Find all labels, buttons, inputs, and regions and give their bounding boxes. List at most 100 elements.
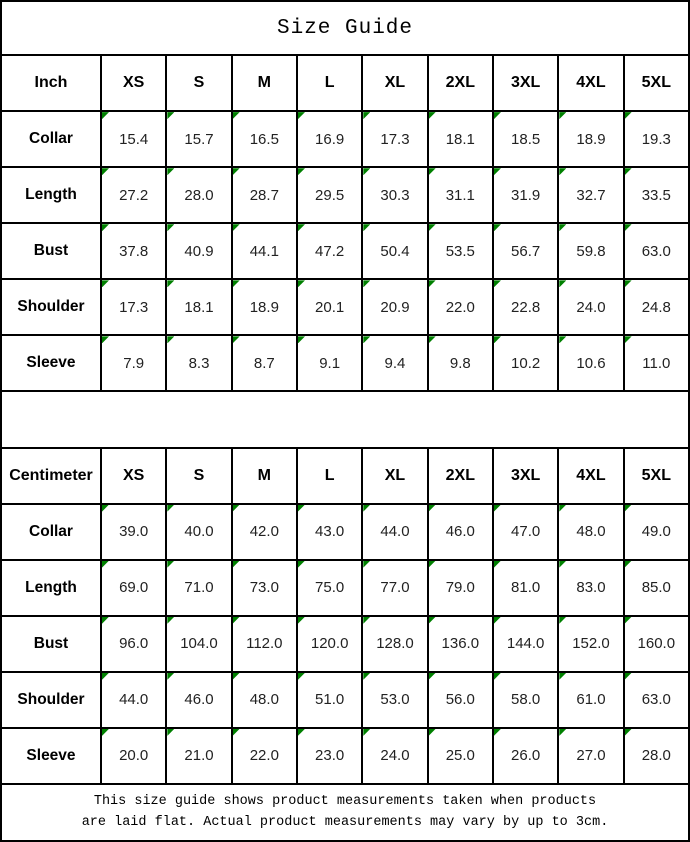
size-value: 20.9 <box>380 298 410 316</box>
size-value-cell: 81.0 <box>491 558 560 617</box>
size-column-header: 5XL <box>622 446 690 505</box>
cell-corner-flag-icon <box>364 729 371 736</box>
size-value-cell: 10.6 <box>557 334 625 393</box>
measurement-row-label: Sleeve <box>0 334 102 393</box>
size-value-cell: 10.2 <box>491 334 560 393</box>
cell-corner-flag-icon <box>168 617 175 624</box>
cell-corner-flag-icon <box>429 617 436 624</box>
size-value: 160.0 <box>637 635 676 653</box>
cell-corner-flag-icon <box>364 673 371 680</box>
size-value-cell: 23.0 <box>295 726 364 785</box>
size-value: 43.0 <box>315 523 345 541</box>
size-column-header: 2XL <box>426 446 494 505</box>
size-value-cell: 71.0 <box>165 558 233 617</box>
size-value-cell: 9.4 <box>361 334 429 393</box>
size-value-cell: 53.0 <box>361 670 429 729</box>
cell-corner-flag-icon <box>429 505 436 512</box>
size-value: 50.4 <box>380 242 410 260</box>
size-column-header: 4XL <box>557 54 625 113</box>
size-value: 28.7 <box>249 186 279 204</box>
size-value-cell: 44.1 <box>230 222 298 281</box>
size-value: 104.0 <box>180 635 218 653</box>
size-value: 51.0 <box>315 691 345 709</box>
cell-corner-flag-icon <box>103 505 109 512</box>
size-column-header: 3XL <box>491 54 560 113</box>
size-column-header: S <box>165 446 233 505</box>
size-value-cell: 28.7 <box>230 166 298 225</box>
size-column-header: S <box>165 54 233 113</box>
unit-header-inch: Inch <box>0 54 102 113</box>
table-row: Length 69.0 71.0 73.0 75.0 77.0 79.0 81.… <box>0 558 690 617</box>
cell-corner-flag-icon <box>625 281 632 288</box>
cell-corner-flag-icon <box>298 617 305 624</box>
size-value-cell: 18.9 <box>230 278 298 337</box>
size-value-cell: 17.3 <box>99 278 168 337</box>
size-value: 81.0 <box>511 579 541 597</box>
size-value: 7.9 <box>123 354 145 372</box>
cell-corner-flag-icon <box>168 505 175 512</box>
size-value-cell: 22.0 <box>426 278 494 337</box>
size-value-cell: 31.1 <box>426 166 494 225</box>
table-row: Sleeve 7.9 8.3 8.7 9.1 9.4 9.8 10.2 10.6… <box>0 334 690 393</box>
size-value-cell: 11.0 <box>622 334 690 393</box>
size-value: 22.0 <box>445 298 475 316</box>
size-value-cell: 61.0 <box>557 670 625 729</box>
size-value: 128.0 <box>376 635 414 653</box>
cell-corner-flag-icon <box>364 561 371 568</box>
size-value-cell: 51.0 <box>295 670 364 729</box>
size-value: 8.3 <box>188 354 210 372</box>
table-row: Shoulder 44.0 46.0 48.0 51.0 53.0 56.0 5… <box>0 670 690 729</box>
size-value: 152.0 <box>572 635 610 653</box>
size-value-cell: 48.0 <box>557 502 625 561</box>
size-value-cell: 85.0 <box>622 558 690 617</box>
table-row: Length 27.2 28.0 28.7 29.5 30.3 31.1 31.… <box>0 166 690 225</box>
cell-corner-flag-icon <box>429 729 436 736</box>
cell-corner-flag-icon <box>429 281 436 288</box>
size-value-cell: 9.1 <box>295 334 364 393</box>
size-value-cell: 50.4 <box>361 222 429 281</box>
size-value-cell: 15.7 <box>165 110 233 169</box>
table-row: Collar 15.4 15.7 16.5 16.9 17.3 18.1 18.… <box>0 110 690 169</box>
size-value-cell: 59.8 <box>557 222 625 281</box>
size-value: 27.2 <box>119 186 149 204</box>
size-value: 112.0 <box>246 635 283 653</box>
size-value: 58.0 <box>511 691 541 709</box>
size-value: 79.0 <box>445 579 475 597</box>
size-value: 26.0 <box>511 747 541 765</box>
table-row: Bust 37.8 40.9 44.1 47.2 50.4 53.5 56.7 … <box>0 222 690 281</box>
measurement-row-label: Sleeve <box>0 726 102 785</box>
cell-corner-flag-icon <box>298 505 305 512</box>
size-column-header: L <box>295 54 364 113</box>
size-value-cell: 144.0 <box>491 614 560 673</box>
size-value: 19.3 <box>641 130 671 148</box>
size-value: 9.8 <box>449 354 471 372</box>
size-value: 31.1 <box>445 186 475 204</box>
cell-corner-flag-icon <box>560 169 567 176</box>
size-value: 96.0 <box>119 635 149 653</box>
size-value: 24.0 <box>380 747 410 765</box>
size-value-cell: 32.7 <box>557 166 625 225</box>
cell-corner-flag-icon <box>494 281 501 288</box>
size-value: 25.0 <box>445 747 475 765</box>
size-value: 22.8 <box>511 298 541 316</box>
cell-corner-flag-icon <box>168 113 175 120</box>
size-value: 18.1 <box>445 130 475 148</box>
measurement-row-label: Bust <box>0 614 102 673</box>
cell-corner-flag-icon <box>233 113 240 120</box>
size-column-header: 2XL <box>426 54 494 113</box>
size-value: 33.5 <box>641 186 671 204</box>
size-value: 47.0 <box>511 523 541 541</box>
cell-corner-flag-icon <box>364 617 371 624</box>
size-value: 39.0 <box>119 523 149 541</box>
cell-corner-flag-icon <box>429 561 436 568</box>
size-value-cell: 160.0 <box>622 614 690 673</box>
size-value-cell: 128.0 <box>361 614 429 673</box>
size-column-header: XS <box>99 446 168 505</box>
size-value-cell: 47.2 <box>295 222 364 281</box>
cell-corner-flag-icon <box>233 729 240 736</box>
size-value: 47.2 <box>315 242 345 260</box>
size-value: 18.1 <box>184 298 214 316</box>
size-value-cell: 15.4 <box>99 110 168 169</box>
size-value: 40.9 <box>184 242 214 260</box>
size-value: 63.0 <box>641 242 671 260</box>
